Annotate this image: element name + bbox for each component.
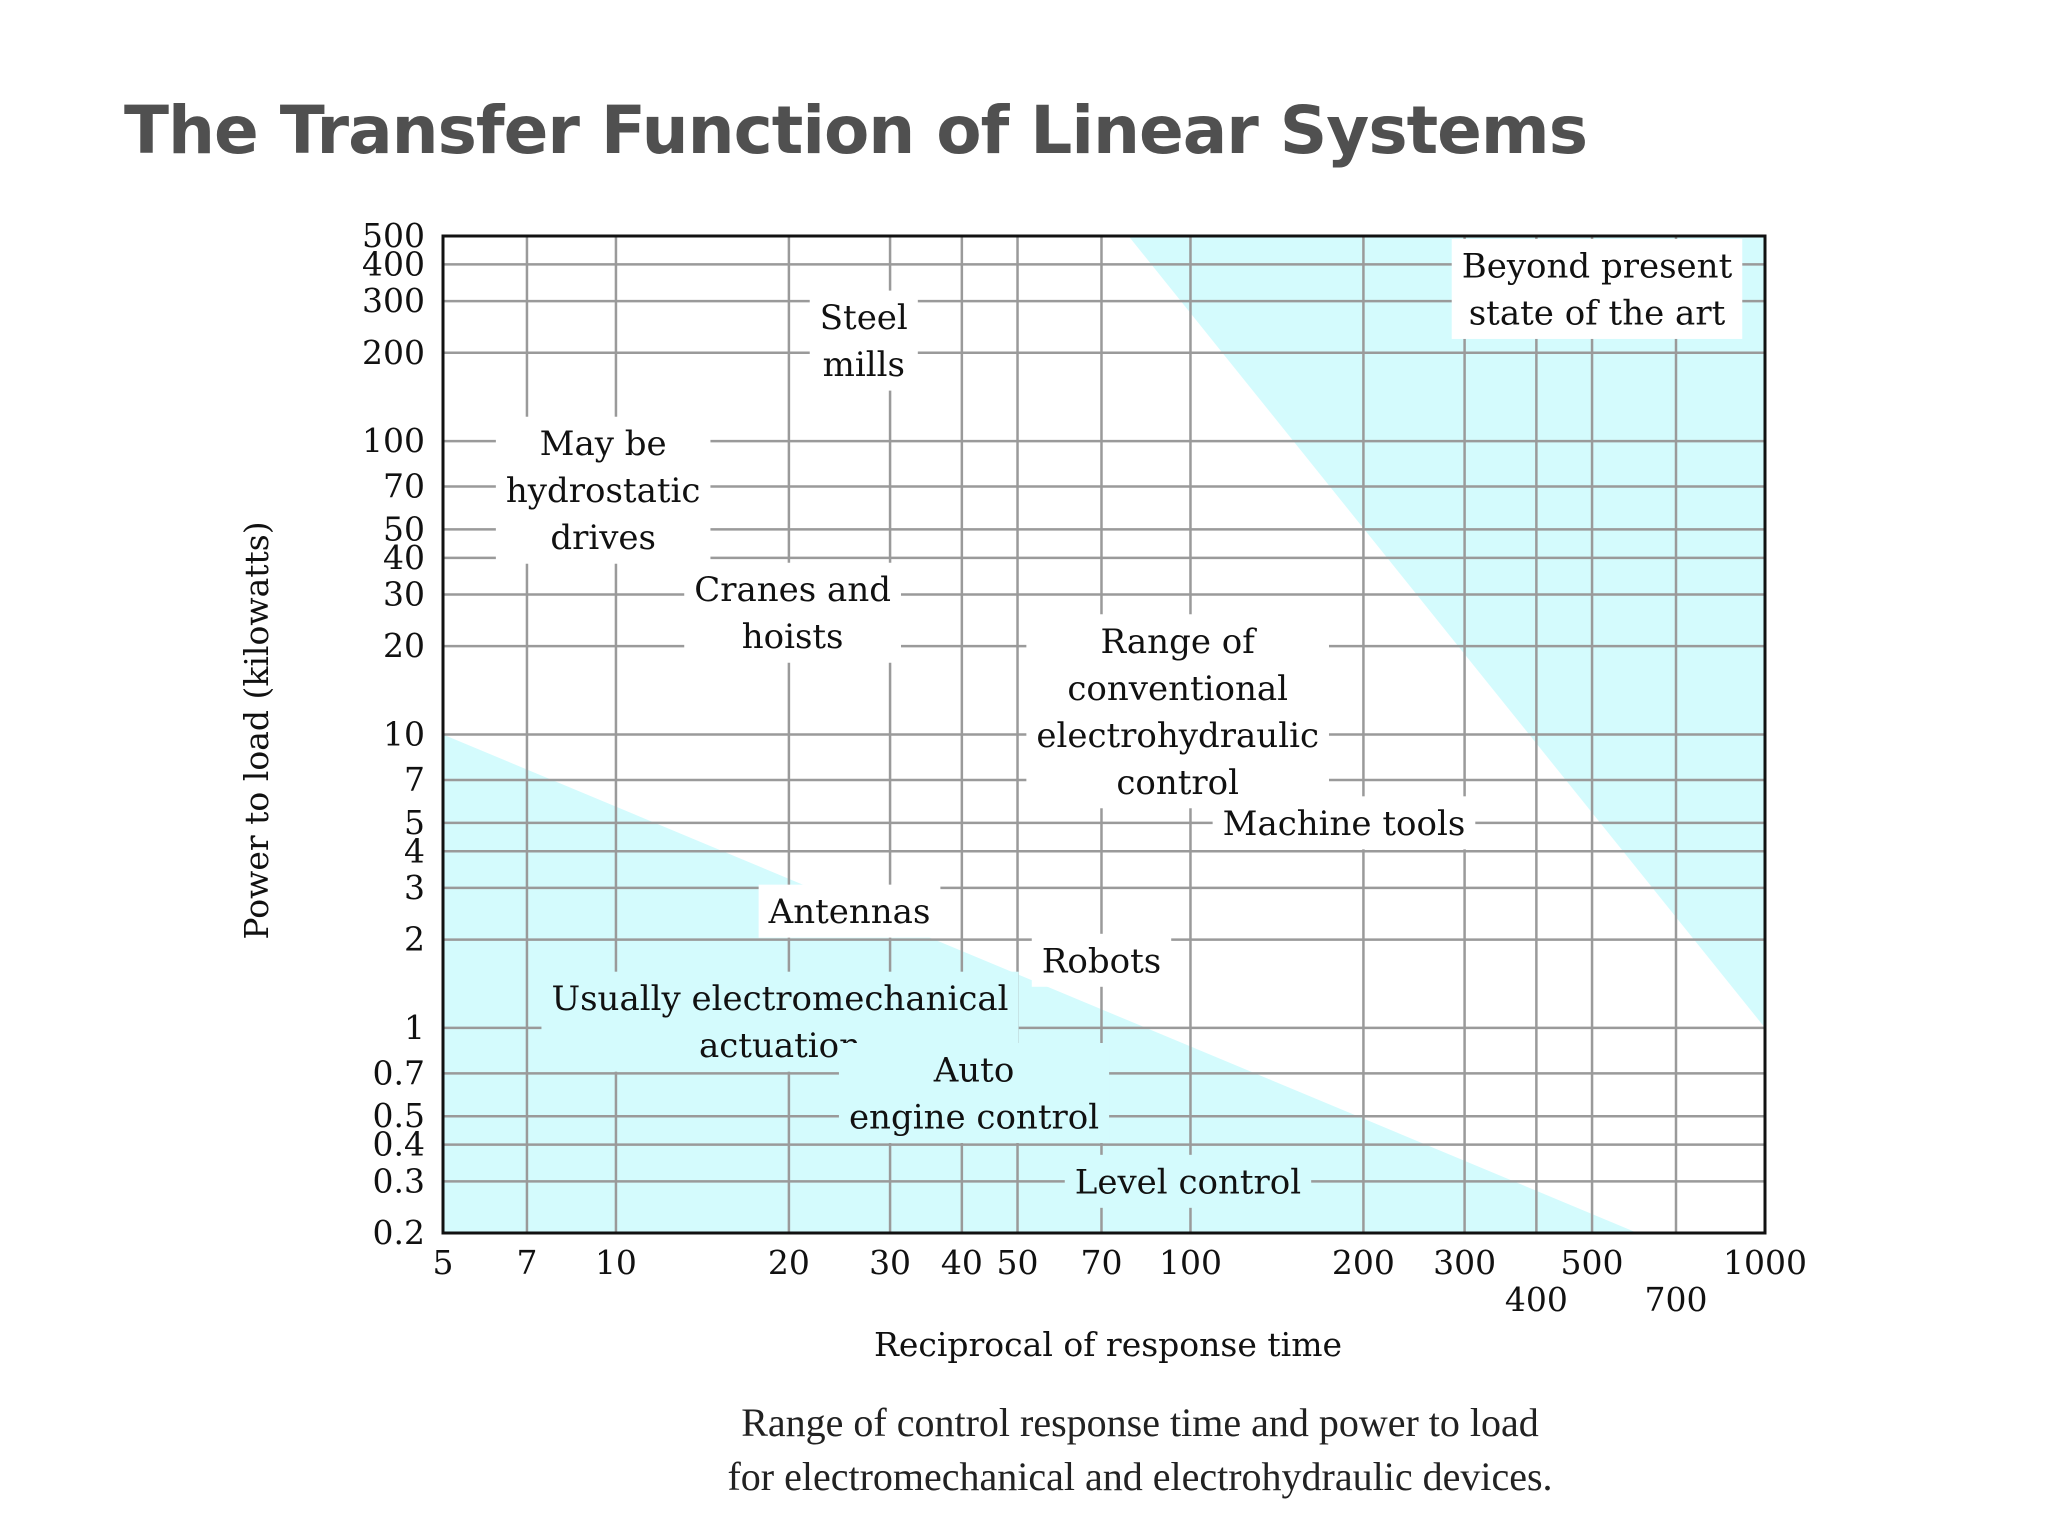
annotation-line: Antennas — [768, 892, 931, 932]
y-tick-label: 0.2 — [373, 1213, 425, 1252]
annotation-background — [1064, 1154, 1312, 1208]
y-tick-label: 3 — [404, 868, 425, 907]
y-tick-label: 7 — [404, 760, 425, 799]
annotation-background — [1026, 614, 1329, 809]
x-tick-label: 5 — [433, 1243, 454, 1282]
y-tick-label: 4 — [404, 831, 425, 870]
annotation-level: Level control — [1064, 1154, 1312, 1208]
y-tick-label: 2 — [404, 920, 425, 959]
annotation-background — [809, 290, 918, 391]
annotation-machine-tools: Machine tools — [1212, 796, 1476, 850]
y-tick-label: 10 — [383, 715, 425, 754]
annotation-background — [684, 562, 901, 663]
annotation-line: Usually electromechanical — [551, 979, 1008, 1019]
y-tick-label: 20 — [383, 626, 425, 665]
y-tick-label: 100 — [362, 421, 425, 460]
annotation-line: actuation — [699, 1026, 861, 1066]
y-tick-label: 30 — [383, 575, 425, 614]
x-tick-label: 1000 — [1723, 1243, 1807, 1282]
x-tick-label: 50 — [997, 1243, 1039, 1282]
caption-line-1: Range of control response time and power… — [741, 1400, 1539, 1445]
y-tick-label: 50 — [383, 509, 425, 548]
x-tick-label: 400 — [1505, 1280, 1568, 1319]
y-tick-label: 5 — [404, 803, 425, 842]
annotation-line: May be — [540, 424, 667, 464]
annotation-background — [495, 416, 711, 564]
x-tick-label: 300 — [1433, 1243, 1496, 1282]
annotation-antennas: Antennas — [758, 884, 941, 938]
annotation-line: conventional — [1067, 669, 1288, 709]
y-tick-label: 70 — [383, 467, 425, 506]
annotation-line: engine control — [849, 1098, 1099, 1138]
annotation-line: Machine tools — [1223, 804, 1466, 844]
annotation-background — [1451, 238, 1743, 339]
annotation-background — [758, 884, 941, 938]
annotation-background — [1031, 933, 1172, 987]
y-tick-label: 0.4 — [373, 1125, 425, 1164]
x-tick-label: 7 — [516, 1243, 537, 1282]
annotation-line: hydrostatic — [506, 471, 701, 511]
x-tick-label: 100 — [1159, 1243, 1222, 1282]
annotation-background — [838, 1043, 1110, 1144]
annotation-line: Level control — [1075, 1162, 1301, 1202]
annotation-line: state of the art — [1469, 293, 1726, 333]
y-tick-label: 500 — [362, 216, 425, 255]
x-tick-label: 10 — [595, 1243, 637, 1282]
caption-line-2: for electromechanical and electrohydraul… — [727, 1454, 1553, 1499]
annotation-line: electrohydraulic — [1036, 716, 1319, 756]
annotation-beyond: Beyond present state of the art — [1451, 238, 1743, 339]
annotation-line: Beyond present — [1462, 246, 1733, 286]
annotation-line: mills — [823, 345, 905, 385]
annotation-line: Auto — [933, 1051, 1015, 1091]
y-tick-label: 40 — [383, 538, 425, 577]
plot-frame — [441, 234, 1767, 1235]
annotation-line: Steel — [820, 298, 908, 338]
y-axis-label: Power to load (kilowatts) — [237, 521, 276, 939]
annotation-line: drives — [550, 518, 656, 558]
annotation-line: Range of — [1101, 622, 1258, 662]
x-tick-label: 500 — [1561, 1243, 1624, 1282]
annotation-robots: Robots — [1031, 933, 1172, 987]
annotation-line: Cranes and — [694, 570, 891, 610]
y-tick-label: 200 — [362, 333, 425, 372]
annotation-line: control — [1116, 763, 1239, 803]
x-tick-label: 70 — [1080, 1243, 1122, 1282]
annotation-line: Robots — [1042, 941, 1161, 981]
y-tick-label: 0.5 — [373, 1096, 425, 1135]
y-tick-label: 400 — [362, 244, 425, 283]
annotations-layer: Steel mills May be hydrostatic drives Cranes … — [495, 238, 1743, 1208]
y-tick-label: 1 — [404, 1008, 425, 1047]
x-tick-label: 200 — [1332, 1243, 1395, 1282]
x-tick-label: 700 — [1645, 1280, 1708, 1319]
annotation-steel-mills: Steel mills — [809, 290, 918, 391]
figure-caption: Range of control response time and power… — [640, 1396, 1640, 1504]
annotation-line: hoists — [742, 617, 844, 657]
annotation-conventional: Range of conventional electrohydraulic cont… — [1026, 614, 1329, 809]
y-tick-label: 300 — [362, 281, 425, 320]
x-tick-label: 30 — [869, 1243, 911, 1282]
slide-title: The Transfer Function of Linear Systems — [124, 92, 1588, 169]
x-axis-label: Reciprocal of response time — [874, 1325, 1342, 1364]
y-tick-label: 0.3 — [373, 1161, 425, 1200]
y-tick-label: 0.7 — [373, 1053, 425, 1092]
x-tick-label: 20 — [768, 1243, 810, 1282]
x-tick-label: 40 — [941, 1243, 983, 1282]
annotation-background — [1212, 796, 1476, 850]
annotation-cranes: Cranes and hoists — [684, 562, 901, 663]
annotation-auto: Auto engine control — [838, 1043, 1110, 1144]
shaded-region-beyond — [1128, 236, 1765, 1028]
annotation-hydrostatic: May be hydrostatic drives — [495, 416, 711, 564]
